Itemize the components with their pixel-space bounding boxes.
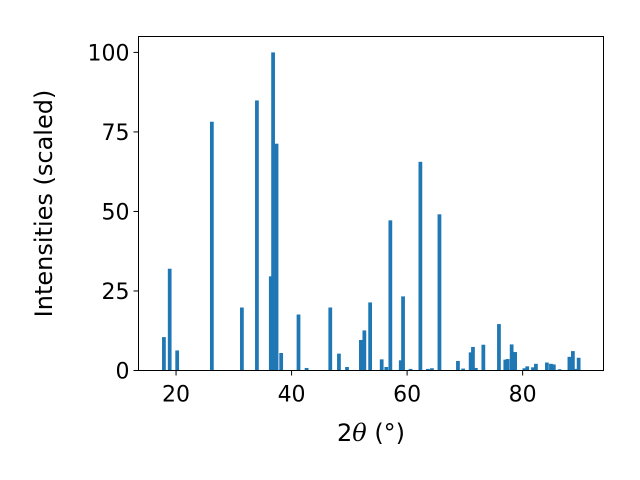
x-axis-title-post: (°)	[367, 419, 405, 447]
y-tick-label: 50	[102, 200, 130, 225]
bars-group	[162, 52, 581, 371]
y-axis-ticks: 0 25 50 75 100	[88, 41, 139, 385]
bar	[384, 367, 389, 371]
bar	[534, 363, 538, 371]
bar	[368, 302, 373, 371]
bar	[268, 276, 273, 371]
bar	[401, 296, 405, 371]
bar	[513, 352, 517, 371]
bar	[505, 359, 510, 371]
bar	[175, 350, 180, 371]
bar	[408, 368, 413, 371]
bar	[388, 220, 393, 371]
bar	[209, 121, 214, 371]
bar	[162, 337, 166, 371]
bar	[557, 369, 562, 371]
x-axis-title-pre: 2	[337, 419, 352, 447]
bar	[359, 339, 363, 371]
bar	[509, 344, 514, 371]
y-axis-title: Intensities (scaled)	[30, 90, 58, 318]
x-axis-ticks: 20 40 60 80	[162, 370, 537, 408]
bar	[398, 360, 403, 371]
bar	[531, 367, 535, 371]
bar	[456, 360, 460, 371]
bar	[471, 346, 475, 371]
bar	[337, 353, 341, 371]
bar	[481, 344, 486, 371]
plot-frame	[138, 36, 604, 371]
bar	[430, 368, 434, 371]
x-tick-label: 20	[162, 383, 190, 408]
bar	[345, 367, 349, 371]
bar	[571, 351, 575, 371]
bar	[304, 367, 309, 371]
bar	[379, 359, 384, 371]
x-tick-label: 80	[509, 383, 537, 408]
bar	[545, 362, 549, 371]
x-tick-label: 40	[278, 383, 306, 408]
x-tick-label: 60	[393, 383, 421, 408]
bar	[576, 357, 581, 371]
bar	[328, 307, 333, 371]
bar	[418, 161, 423, 371]
bar	[573, 368, 578, 371]
y-tick-label: 0	[116, 360, 130, 385]
bar	[503, 359, 508, 371]
bar	[461, 368, 466, 371]
y-tick-label: 75	[102, 121, 130, 146]
bar	[255, 100, 259, 371]
x-axis-title: 2θ (°)	[337, 419, 405, 447]
bar	[522, 368, 527, 371]
bar	[549, 363, 553, 371]
bar	[473, 367, 478, 371]
bar	[525, 366, 530, 371]
x-axis-title-theta: θ	[352, 419, 367, 447]
bar	[426, 368, 430, 371]
bar	[279, 353, 284, 371]
bar	[551, 364, 556, 371]
bar	[468, 352, 473, 371]
bar	[497, 324, 501, 371]
bar	[437, 214, 442, 371]
bar	[567, 356, 572, 371]
bar	[240, 307, 244, 371]
bar	[362, 330, 367, 371]
bar	[296, 314, 301, 371]
y-tick-label: 25	[102, 280, 130, 305]
bar	[274, 143, 279, 371]
bar	[271, 52, 275, 371]
y-tick-label: 100	[88, 41, 130, 66]
bar	[167, 268, 172, 371]
